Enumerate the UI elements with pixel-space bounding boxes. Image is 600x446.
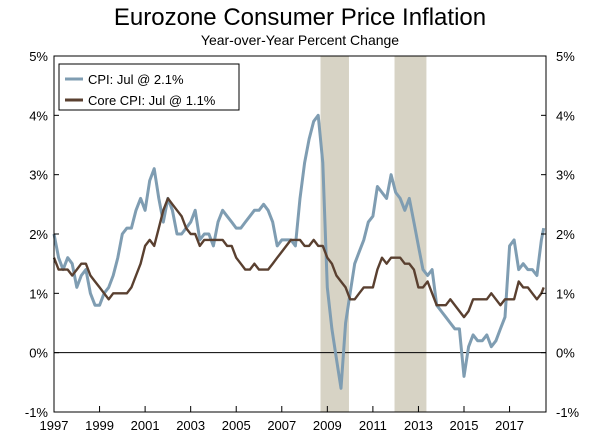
y-tick-label-right: 0% xyxy=(556,346,575,361)
legend-label-0: CPI: Jul @ 2.1% xyxy=(88,72,184,87)
x-tick-label: 2009 xyxy=(313,418,342,433)
chart-subtitle: Year-over-Year Percent Change xyxy=(200,32,400,48)
y-tick-label-right: 4% xyxy=(556,108,575,123)
x-tick-label: 2013 xyxy=(404,418,433,433)
y-tick-label-left: 3% xyxy=(29,168,48,183)
x-tick-label: 2005 xyxy=(222,418,251,433)
legend-box xyxy=(58,63,240,111)
y-tick-label-left: 2% xyxy=(29,227,48,242)
series-line-0 xyxy=(52,113,546,390)
x-tick-label: 2015 xyxy=(450,418,479,433)
x-tick-label: 2007 xyxy=(267,418,296,433)
y-tick-label-left: 5% xyxy=(29,49,48,64)
y-tick-label-right: -1% xyxy=(556,405,580,420)
x-tick-label: 2011 xyxy=(359,418,387,433)
y-tick-label-right: 3% xyxy=(556,168,575,183)
x-tick-label: 2001 xyxy=(131,418,160,433)
x-tick-label: 2017 xyxy=(495,418,524,433)
x-tick-label: 2003 xyxy=(176,418,205,433)
chart-title: Eurozone Consumer Price Inflation xyxy=(113,4,487,31)
x-tick-label: 1997 xyxy=(40,418,69,433)
y-tick-label-left: -1% xyxy=(25,405,49,420)
series-layer xyxy=(52,113,546,390)
y-tick-label-left: 4% xyxy=(29,108,48,123)
y-tick-label-left: 1% xyxy=(29,286,48,301)
recession-band-1 xyxy=(394,56,427,412)
legend-label-1: Core CPI: Jul @ 1.1% xyxy=(88,93,216,108)
series-line-1 xyxy=(52,197,545,319)
axes: -1% -1% 0% 0% 1% 1% 2% 2% 3% 3% 4% 4% 5% 5% 1997 1999 20… xyxy=(25,49,580,433)
legend: CPI: Jul @ 2.1% Core CPI: Jul @ 1.1% xyxy=(58,63,240,111)
y-tick-label-left: 0% xyxy=(29,346,48,361)
y-tick-label-right: 2% xyxy=(556,227,575,242)
y-tick-label-right: 5% xyxy=(556,49,575,64)
y-tick-label-right: 1% xyxy=(556,286,575,301)
x-tick-label: 1999 xyxy=(85,418,114,433)
